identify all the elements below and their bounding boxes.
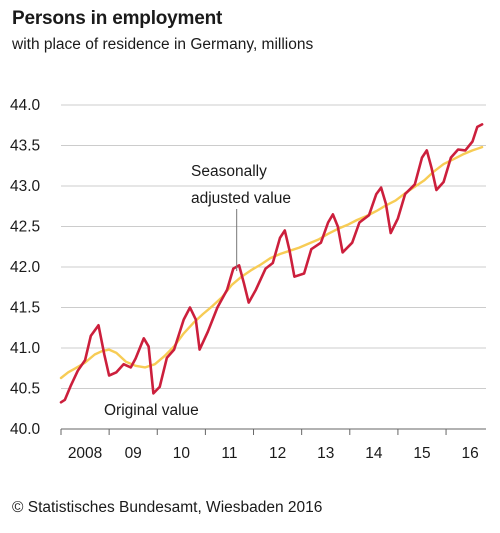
x-tick-label: 11 (221, 445, 237, 462)
x-tick-label: 2008 (68, 445, 102, 462)
annotations: Seasonally adjusted value Original value (104, 163, 291, 419)
x-axis-ticks: 2008 09 10 11 12 13 14 15 16 (68, 445, 479, 462)
x-tick-label: 10 (173, 445, 191, 462)
x-tick-label: 15 (413, 445, 430, 462)
y-tick-label: 43.0 (10, 178, 41, 195)
y-tick-label: 41.0 (10, 340, 41, 357)
gridlines (60, 104, 486, 435)
y-tick-label: 42.5 (10, 219, 40, 236)
x-tick-label: 13 (317, 445, 334, 462)
y-tick-label: 43.5 (10, 138, 40, 155)
x-tick-label: 14 (365, 445, 383, 462)
x-tick-label: 16 (461, 445, 478, 462)
seasonal-annotation-line1: Seasonally (191, 163, 267, 180)
y-tick-label: 40.5 (10, 381, 40, 398)
x-tick-label: 12 (269, 445, 286, 462)
chart-subtitle: with place of residence in Germany, mill… (12, 36, 314, 53)
y-tick-label: 40.0 (10, 421, 41, 438)
seasonal-annotation-line2: adjusted value (191, 190, 291, 207)
y-axis-ticks: 40.0 40.5 41.0 41.5 42.0 42.5 43.0 43.5 44.0 (10, 97, 41, 438)
x-tick-label: 09 (125, 445, 142, 462)
chart-title: Persons in employment (12, 8, 223, 29)
source-note: © Statistisches Bundesamt, Wiesbaden 201… (12, 499, 323, 516)
original-annotation: Original value (104, 402, 199, 419)
y-tick-label: 44.0 (10, 97, 41, 114)
y-tick-label: 42.0 (10, 259, 41, 276)
series-line-original (59, 123, 484, 404)
y-tick-label: 41.5 (10, 300, 40, 317)
series-lines (59, 123, 484, 404)
